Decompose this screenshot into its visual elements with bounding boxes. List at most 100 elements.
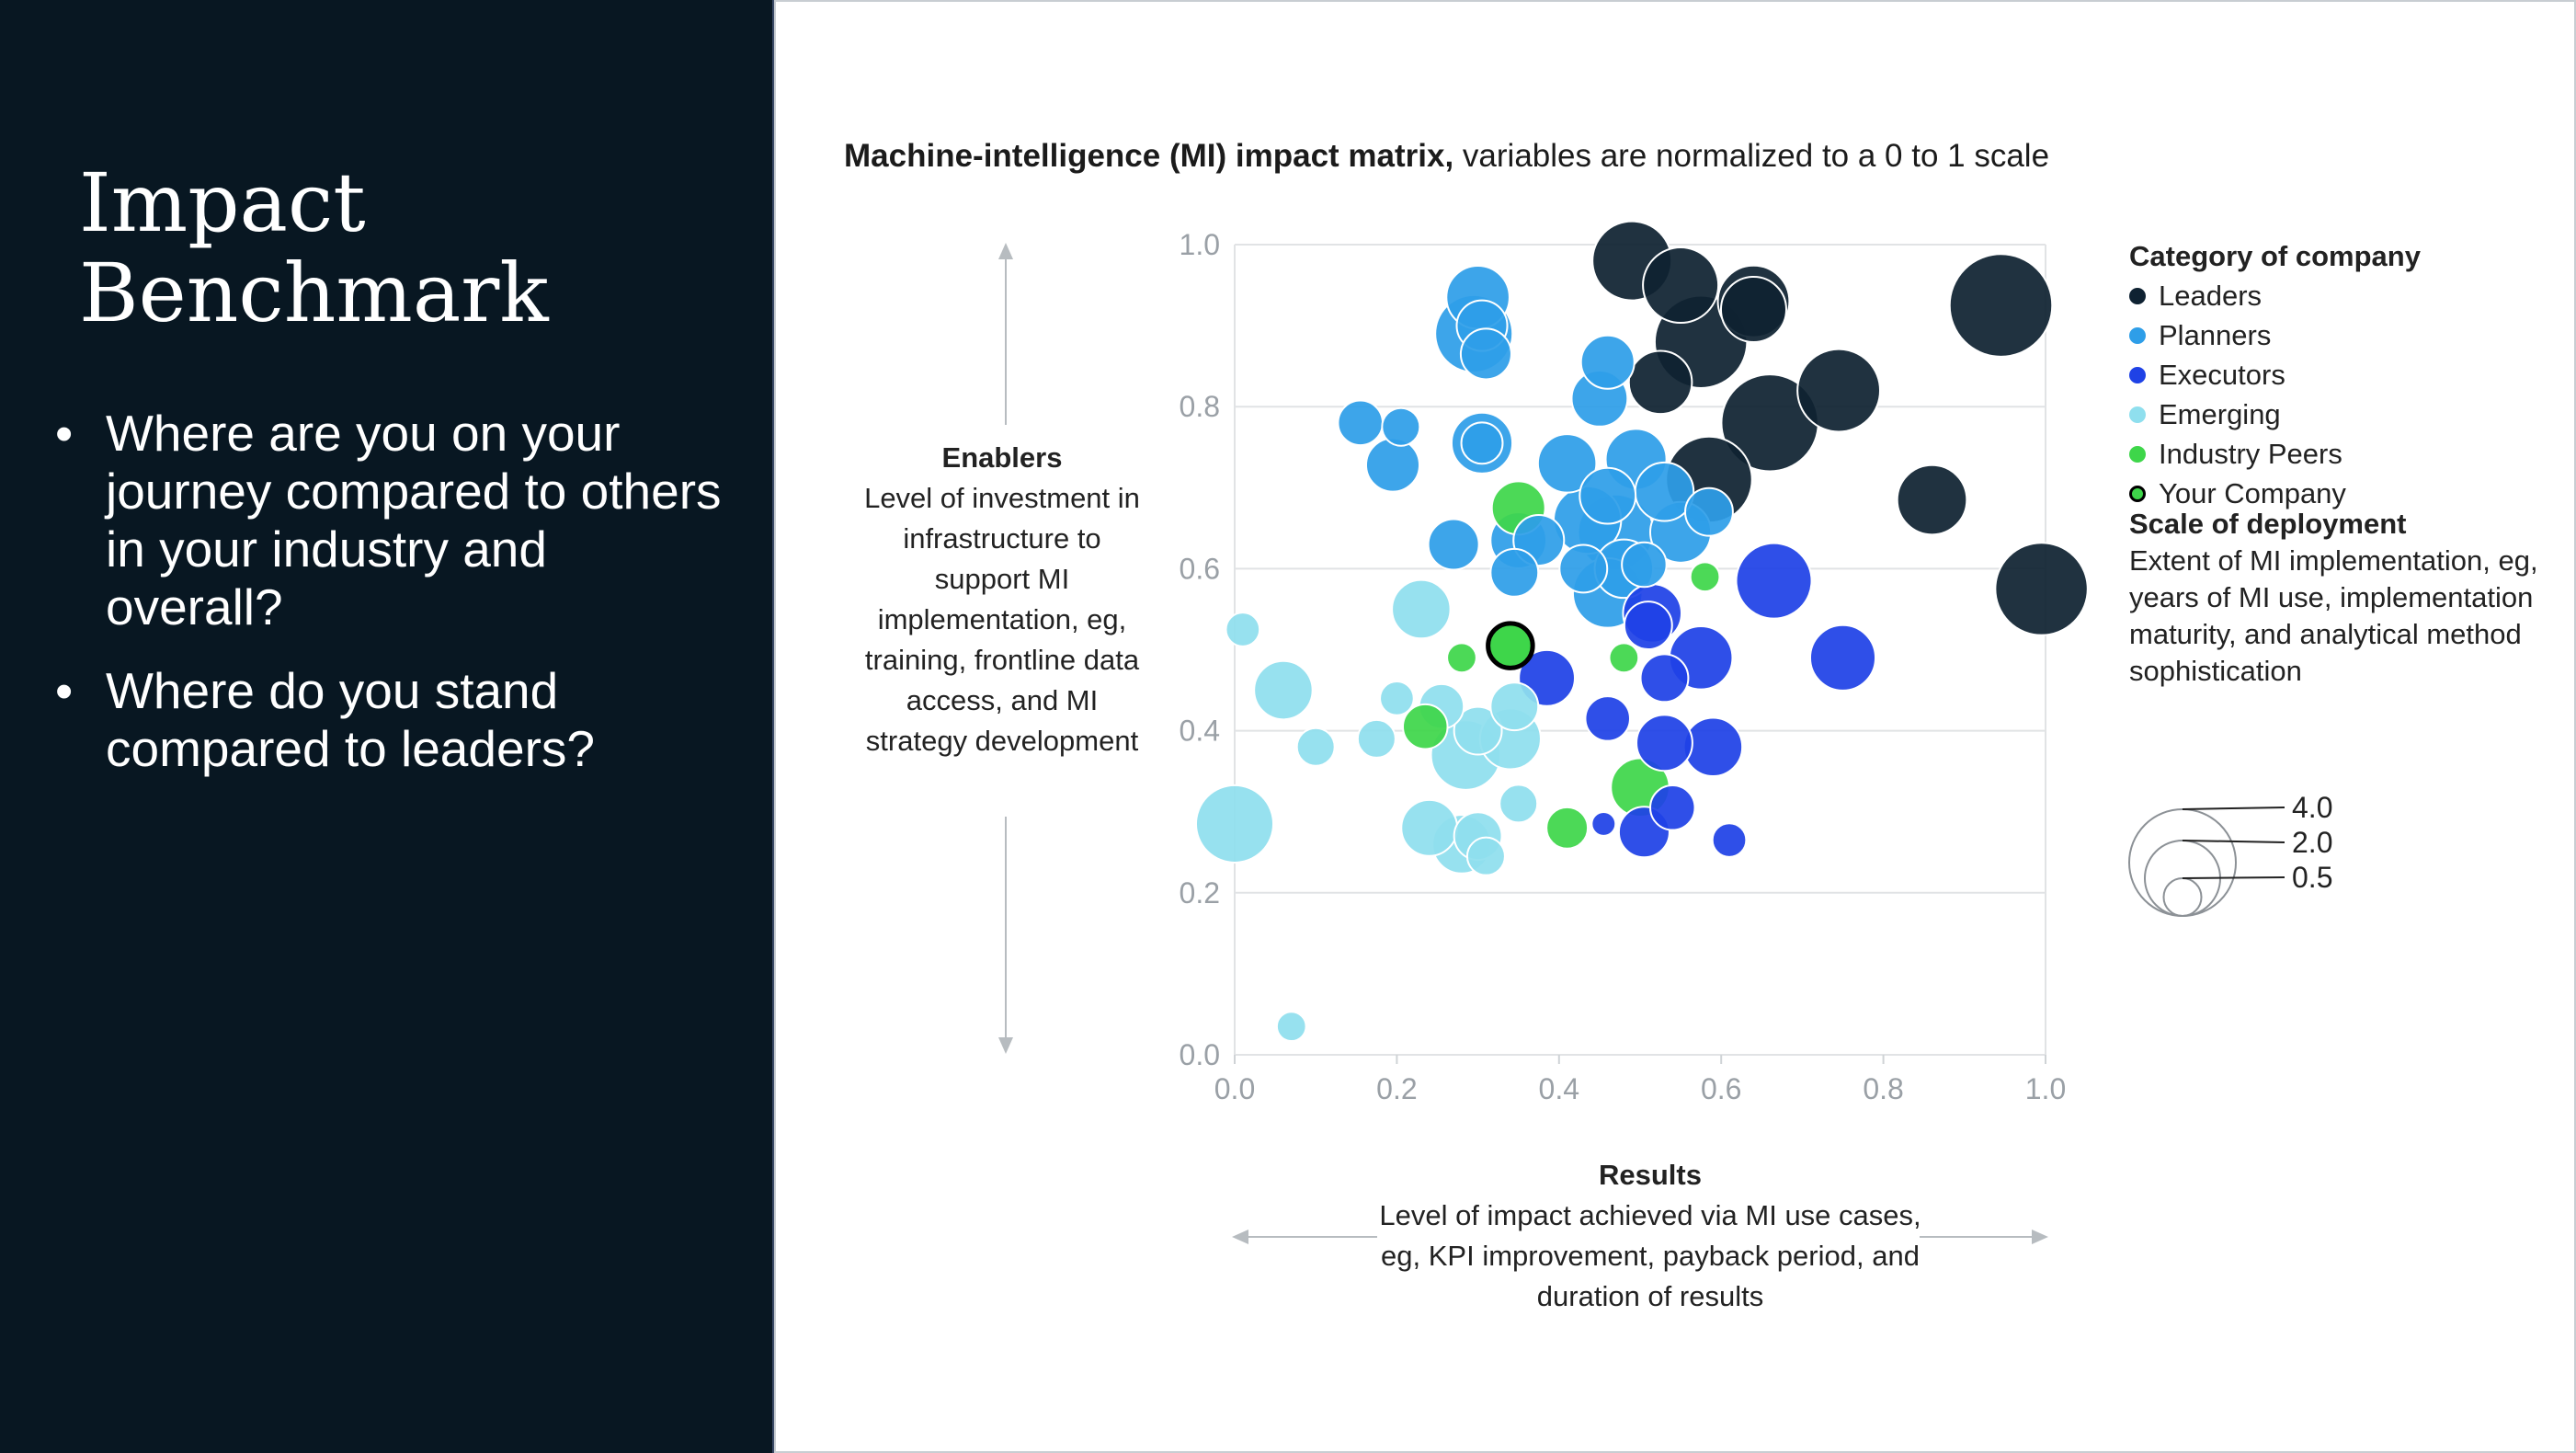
left-panel: Impact Benchmark Where are you on your j… xyxy=(0,0,774,1453)
legend-item-your-company: Your Company xyxy=(2129,474,2561,513)
y-tick-label: 0.6 xyxy=(1180,552,1220,585)
bubble-leaders xyxy=(1994,542,2089,636)
y-axis-heading: Enablers xyxy=(941,441,1063,474)
bubble-industry-peers xyxy=(1545,806,1590,850)
bubble-emerging xyxy=(1379,681,1415,716)
bubble-planners xyxy=(1364,437,1420,493)
x-arrow-left-head xyxy=(1232,1230,1248,1244)
legend-swatch xyxy=(2129,287,2146,304)
size-legend-description: Extent of MI implementation, eg, years o… xyxy=(2129,544,2538,687)
x-tick-label: 0.4 xyxy=(1539,1072,1579,1105)
y-tick-label: 0.2 xyxy=(1180,876,1220,910)
legend-label: Your Company xyxy=(2159,477,2346,509)
bubble-executors xyxy=(1639,653,1690,704)
bubble-emerging xyxy=(1275,1011,1307,1043)
bubble-planners xyxy=(1579,466,1637,525)
size-legend-leader xyxy=(2182,807,2285,810)
bubble-leaders xyxy=(1796,348,1882,433)
bubble-planners xyxy=(1459,327,1512,381)
size-legend: Scale of deployment Extent of MI impleme… xyxy=(2129,506,2561,690)
bubble-industry-peers xyxy=(1446,642,1477,674)
x-tick-label: 0.6 xyxy=(1701,1072,1741,1105)
bubble-planners xyxy=(1460,421,1504,465)
bubble-emerging xyxy=(1499,784,1539,824)
slide-title-line1: Impact xyxy=(79,155,366,250)
bullet-list: Where are you on your journey compared t… xyxy=(55,405,735,804)
bubble-executors xyxy=(1590,810,1617,837)
bubble-emerging xyxy=(1453,705,1503,756)
y-axis-description: Enablers Level of investment in infrastr… xyxy=(855,438,1149,761)
legend-swatch xyxy=(2129,406,2146,423)
legend-label: Leaders xyxy=(2159,280,2263,312)
bubble-emerging xyxy=(1253,659,1314,721)
legend-title: Category of company xyxy=(2129,240,2421,272)
legend-label: Industry Peers xyxy=(2159,438,2342,470)
bubble-leaders xyxy=(1896,463,1968,536)
x-axis-heading: Results xyxy=(1599,1159,1702,1191)
x-tick-label: 1.0 xyxy=(2025,1072,2066,1105)
y-arrow-up-head xyxy=(998,243,1013,259)
bubble-emerging xyxy=(1295,726,1336,767)
legend-label: Emerging xyxy=(2159,398,2281,430)
bubble-executors xyxy=(1735,542,1813,620)
slide-title: Impact Benchmark xyxy=(79,158,741,338)
bubble-leaders xyxy=(1948,253,2054,358)
bubble-leaders xyxy=(1642,246,1720,325)
chart-frame xyxy=(774,0,2576,1453)
legend-label: Planners xyxy=(2159,319,2272,351)
y-tick-label: 0.8 xyxy=(1180,390,1220,423)
bubble-planners xyxy=(1381,406,1421,447)
bubble-industry-peers xyxy=(1689,561,1721,593)
bubble-planners xyxy=(1337,399,1384,447)
y-tick-label: 1.0 xyxy=(1180,228,1220,261)
slide-title-line2: Benchmark xyxy=(79,246,549,340)
bubble-executors xyxy=(1636,714,1693,772)
bubble-industry-peers xyxy=(1608,642,1640,674)
bubble-executors xyxy=(1649,784,1696,831)
bubble-emerging xyxy=(1391,578,1452,640)
x-tick-label: 0.2 xyxy=(1376,1072,1417,1105)
x-tick-label: 0.8 xyxy=(1863,1072,1903,1105)
legend-item-executors: Executors xyxy=(2129,355,2561,395)
bubble-planners xyxy=(1684,486,1734,537)
y-arrow-down-head xyxy=(998,1037,1013,1054)
bubble-emerging xyxy=(1489,681,1540,732)
bullet-item: Where do you stand compared to leaders? xyxy=(55,662,735,778)
size-legend-value: 2.0 xyxy=(2292,826,2332,859)
legend-item-planners: Planners xyxy=(2129,315,2561,355)
chart-title-bold: Machine-intelligence (MI) impact matrix, xyxy=(844,138,1454,174)
bubble-your-company xyxy=(1486,621,1535,670)
legend-swatch xyxy=(2129,445,2146,463)
y-axis-text: Level of investment in infrastructure to… xyxy=(864,482,1140,757)
bubble-industry-peers xyxy=(1402,703,1449,750)
bubble-executors xyxy=(1711,822,1748,858)
category-legend: Category of company Leaders Planners Exe… xyxy=(2129,237,2561,513)
legend-item-leaders: Leaders xyxy=(2129,276,2561,315)
x-axis-description: Results Level of impact achieved via MI … xyxy=(1370,1155,1931,1317)
size-legend-leader xyxy=(2182,876,2285,879)
bubble-planners xyxy=(1489,547,1540,598)
size-legend-value: 0.5 xyxy=(2292,861,2332,894)
bubble-executors xyxy=(1623,601,1673,651)
legend-swatch xyxy=(2129,485,2146,502)
bubble-emerging xyxy=(1194,784,1275,864)
chart-subtitle: variables are normalized to a 0 to 1 sca… xyxy=(1453,138,2050,174)
size-legend-circle xyxy=(2128,808,2237,917)
size-legend-value: 4.0 xyxy=(2292,791,2332,824)
legend-item-industry-peers: Industry Peers xyxy=(2129,434,2561,474)
bubble-emerging xyxy=(1465,836,1506,876)
bubble-planners xyxy=(1536,433,1598,494)
legend-label: Executors xyxy=(2159,359,2285,391)
x-axis-text: Level of impact achieved via MI use case… xyxy=(1379,1199,1921,1312)
bubble-emerging xyxy=(1225,612,1261,647)
legend-swatch xyxy=(2129,366,2146,383)
bubble-planners xyxy=(1621,541,1668,589)
bubble-planners xyxy=(1558,543,1609,594)
bubble-emerging xyxy=(1400,798,1459,857)
bullet-item: Where are you on your journey compared t… xyxy=(55,405,735,636)
size-legend-title: Scale of deployment xyxy=(2129,508,2407,540)
y-tick-label: 0.4 xyxy=(1180,715,1220,748)
size-legend-leader xyxy=(2182,839,2285,843)
size-legend-circle xyxy=(2162,876,2203,917)
